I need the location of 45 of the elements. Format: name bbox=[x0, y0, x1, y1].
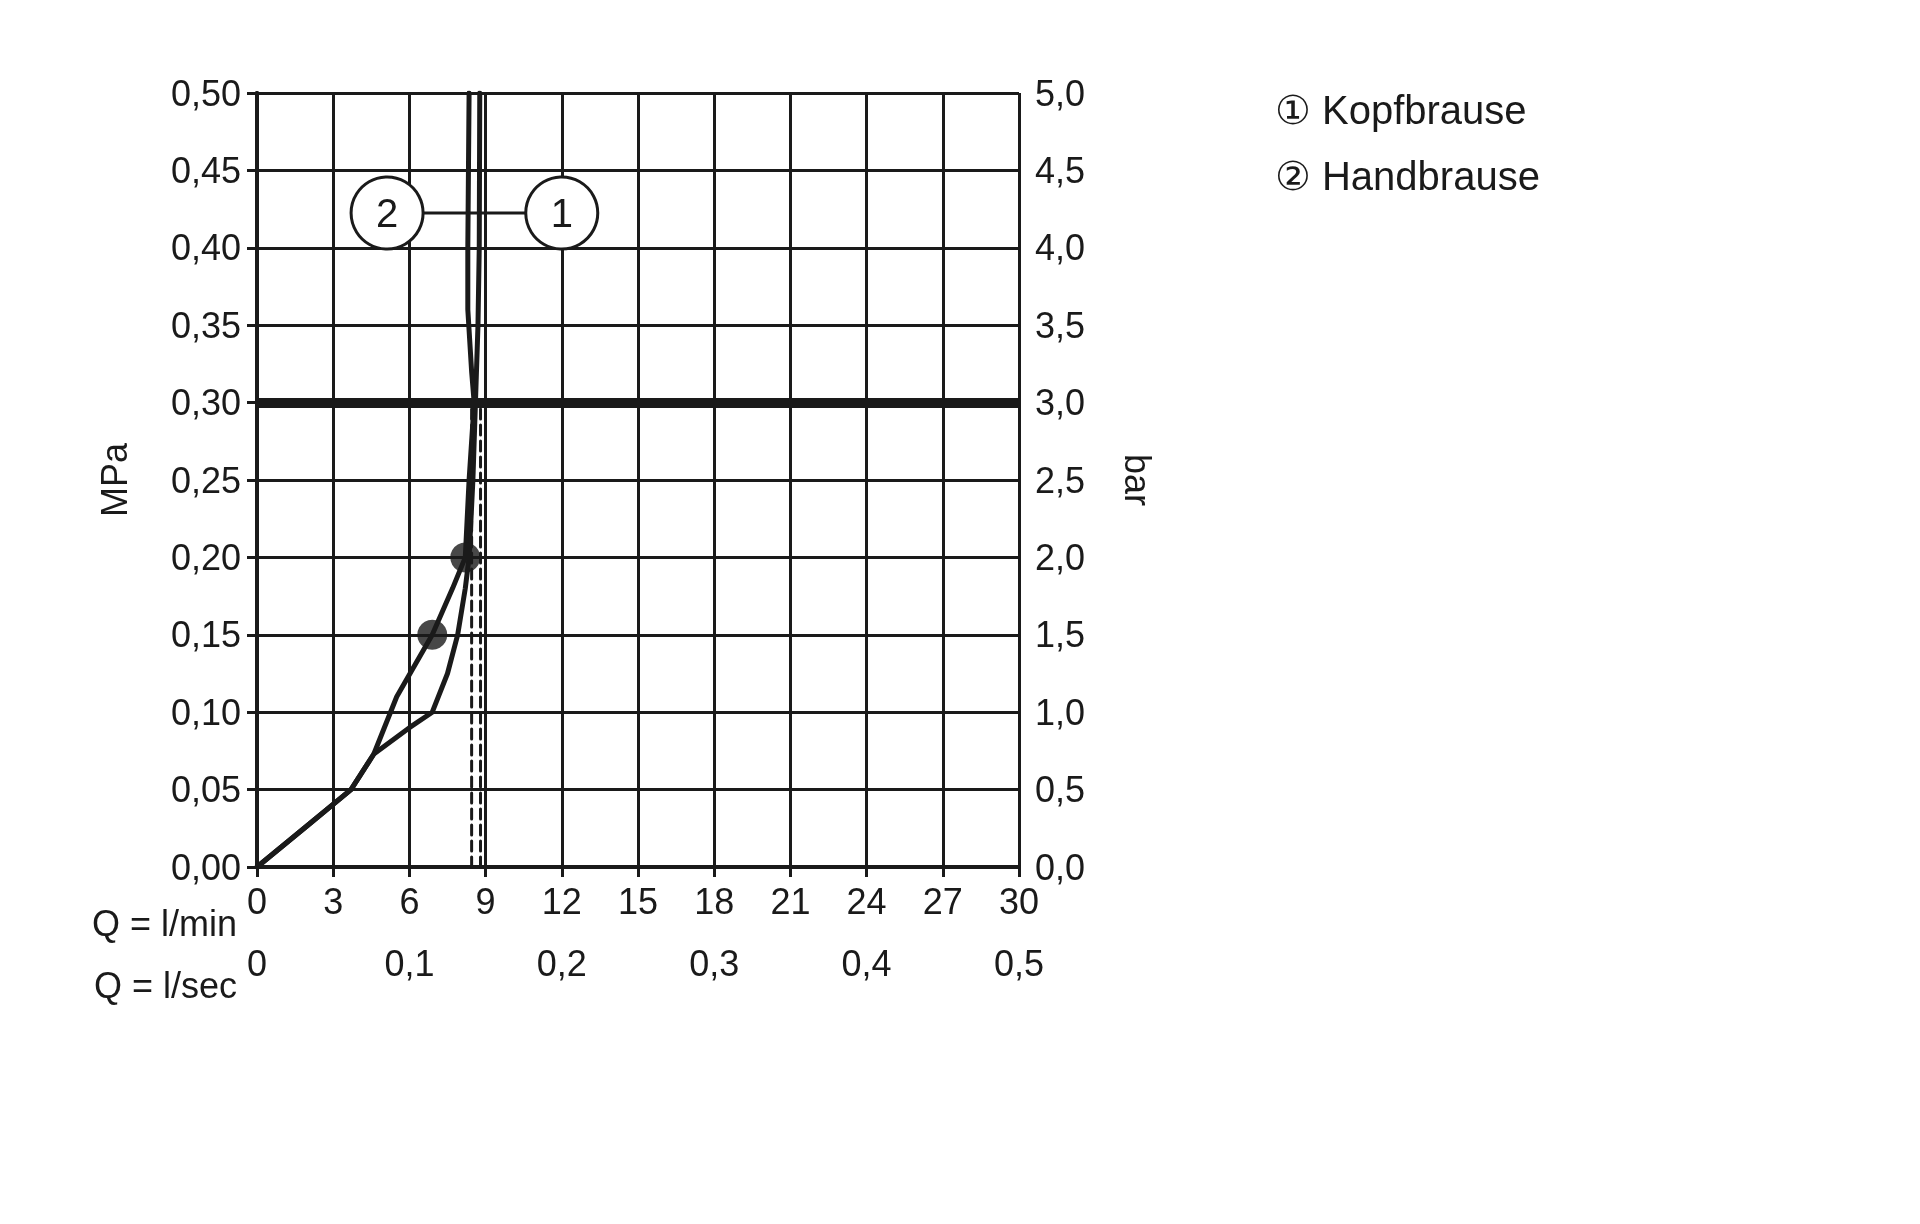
y2-tick-label: 1,5 bbox=[1035, 614, 1086, 656]
y-tick-label: 0,10 bbox=[170, 691, 241, 733]
text: ① Kopfbrause bbox=[1275, 88, 1527, 132]
y2-tick-label: 2,5 bbox=[1035, 459, 1086, 501]
y2-tick-label: 5,0 bbox=[1035, 72, 1086, 114]
x2-tick-label: 0,5 bbox=[993, 942, 1045, 984]
y2-tick-label: 3,5 bbox=[1035, 304, 1086, 346]
y2-tick-label: 0,5 bbox=[1035, 769, 1086, 811]
y2-tick-label: 3,0 bbox=[1035, 382, 1086, 424]
y2-tick-label: 2,0 bbox=[1035, 536, 1086, 578]
x-axis-title: Q = l/min bbox=[91, 902, 237, 944]
x-tick-label: 27 bbox=[922, 880, 963, 922]
y-tick-label: 0,20 bbox=[170, 536, 241, 578]
y-tick-label: 0,00 bbox=[170, 846, 241, 888]
y-tick-label: 0,15 bbox=[170, 614, 241, 656]
x2-tick-label: 0,1 bbox=[384, 942, 435, 984]
x2-tick-label: 0,4 bbox=[841, 942, 892, 984]
x2-axis-title: Q = l/sec bbox=[93, 964, 237, 1006]
annotation: 1 bbox=[550, 191, 573, 235]
x-tick-label: 3 bbox=[323, 880, 344, 922]
y-tick-label: 0,50 bbox=[170, 72, 241, 114]
y-tick-label: 0,25 bbox=[170, 459, 241, 501]
y-tick-label: 0,05 bbox=[170, 769, 241, 811]
y-axis-title: MPa bbox=[93, 442, 135, 518]
y2-tick-label: 1,0 bbox=[1035, 691, 1086, 733]
x2-tick-label: 0 bbox=[246, 942, 268, 984]
y-tick-label: 0,40 bbox=[170, 227, 241, 269]
y2-tick-label: 4,5 bbox=[1035, 149, 1086, 191]
y-tick-label: 0,35 bbox=[170, 304, 241, 346]
x-tick-label: 0 bbox=[246, 880, 268, 922]
text: ② Handbrause bbox=[1275, 154, 1540, 198]
annotation: 2 bbox=[375, 191, 399, 235]
x-tick-label: 6 bbox=[399, 880, 420, 922]
x-tick-label: 9 bbox=[475, 880, 496, 922]
x-tick-label: 24 bbox=[846, 880, 887, 922]
x-tick-label: 21 bbox=[770, 880, 811, 922]
y2-axis-title: bar bbox=[1116, 453, 1158, 507]
y2-tick-label: 4,0 bbox=[1035, 227, 1086, 269]
y-tick-label: 0,30 bbox=[170, 382, 241, 424]
x2-tick-label: 0,3 bbox=[689, 942, 740, 984]
x-tick-label: 15 bbox=[617, 880, 659, 922]
x-tick-label: 18 bbox=[694, 880, 735, 922]
x-tick-label: 12 bbox=[541, 880, 582, 922]
x2-tick-label: 0,2 bbox=[536, 942, 587, 984]
y-tick-label: 0,45 bbox=[170, 149, 241, 191]
